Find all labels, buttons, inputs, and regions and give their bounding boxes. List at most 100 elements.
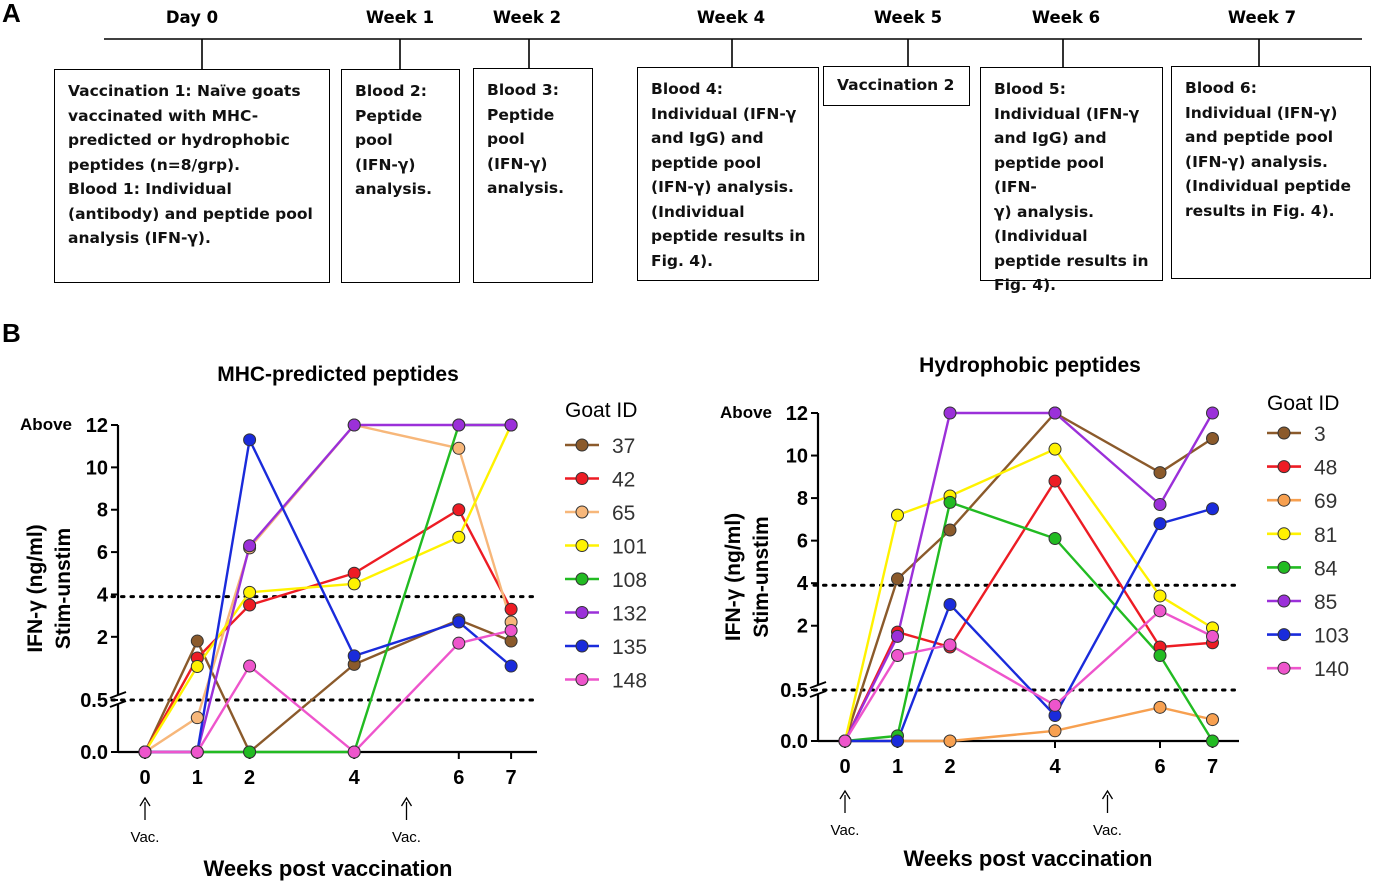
y-tick-label: 0.0 xyxy=(780,731,808,753)
data-point-101 xyxy=(452,530,466,544)
series-line-140 xyxy=(843,609,1214,742)
data-point-148 xyxy=(347,745,361,759)
series-line-65 xyxy=(144,423,513,754)
chart-mhc-predicted: MHC-predicted peptides0.00.524681012Abov… xyxy=(20,363,647,881)
data-point-69 xyxy=(1206,713,1219,727)
box-week-6: Blood 5: Individual (IFN-γ and IgG) and … xyxy=(980,67,1163,294)
legend-label-84: 84 xyxy=(1314,557,1338,580)
legend-label-101: 101 xyxy=(612,536,647,559)
data-point-140 xyxy=(891,649,904,663)
legend-marker-132 xyxy=(575,606,589,619)
panel-b-label: B xyxy=(2,318,21,348)
legend-marker-3 xyxy=(1277,426,1291,440)
data-point-48 xyxy=(1048,474,1062,488)
y-tick-label: 0.5 xyxy=(780,680,808,702)
data-point-135 xyxy=(452,615,466,629)
legend-marker-135 xyxy=(575,639,589,653)
data-point-65 xyxy=(452,441,466,455)
data-point-85 xyxy=(891,629,904,643)
vac-label: Vac. xyxy=(831,822,860,839)
timepoint-week-2: Week 2 xyxy=(492,8,562,27)
data-point-42 xyxy=(504,602,518,616)
legend-marker-103 xyxy=(1277,628,1291,642)
data-point-140 xyxy=(838,734,852,748)
series-line-81 xyxy=(843,447,1214,742)
data-point-69 xyxy=(1153,700,1167,714)
box-week-7: Blood 6: Individual (IFN-γ) and peptide … xyxy=(1171,66,1371,279)
axis-break-mark xyxy=(109,691,127,699)
x-tick-label: 0 xyxy=(139,767,150,789)
data-point-37 xyxy=(190,634,204,648)
data-point-148 xyxy=(243,659,257,673)
axis-break-mark xyxy=(109,700,127,708)
data-point-140 xyxy=(1206,629,1219,643)
y-tick-label: 12 xyxy=(86,415,108,437)
data-point-81 xyxy=(1048,442,1062,456)
legend-marker-81 xyxy=(1277,527,1291,541)
above-label: Above xyxy=(720,403,772,422)
data-point-132 xyxy=(452,418,466,432)
data-point-81 xyxy=(1153,589,1167,603)
y-axis-label-line1: IFN-γ (ng/ml) xyxy=(24,524,47,652)
data-point-42 xyxy=(452,503,466,517)
legend-label-42: 42 xyxy=(612,469,635,492)
legend-label-140: 140 xyxy=(1314,658,1349,681)
y-axis-label-line2: Stim-unstim xyxy=(52,528,75,649)
data-point-84 xyxy=(1048,532,1062,546)
legend-marker-148 xyxy=(575,673,589,686)
legend-marker-37 xyxy=(575,438,589,452)
legend-label-3: 3 xyxy=(1314,423,1326,446)
data-point-103 xyxy=(1206,502,1219,516)
timepoint-week-6: Week 6 xyxy=(1031,8,1101,27)
legend-label-132: 132 xyxy=(612,603,647,626)
series-line-101 xyxy=(143,424,513,753)
x-tick-label: 6 xyxy=(1154,756,1165,778)
x-axis-label: Weeks post vaccination xyxy=(903,846,1152,871)
data-point-85 xyxy=(1153,497,1167,511)
data-point-3 xyxy=(1153,466,1167,480)
data-point-101 xyxy=(243,585,257,599)
legend-label-148: 148 xyxy=(612,670,647,693)
chart-hydrophobic: Hydrophobic peptides0.00.524681012Above0… xyxy=(720,354,1349,871)
data-point-3 xyxy=(943,523,957,537)
box-week-5: Vaccination 2 xyxy=(823,66,970,106)
data-point-148 xyxy=(504,623,518,637)
legend-label-65: 65 xyxy=(612,502,635,525)
data-point-85 xyxy=(943,406,957,420)
data-point-69 xyxy=(1048,724,1062,738)
above-label: Above xyxy=(20,415,72,434)
data-point-103 xyxy=(891,734,904,748)
data-point-3 xyxy=(1206,432,1219,446)
panel-a-label: A xyxy=(2,0,21,28)
data-point-148 xyxy=(190,745,204,759)
legend-label-37: 37 xyxy=(612,435,635,458)
y-tick-label: 8 xyxy=(97,500,108,522)
timepoint-week-4: Week 4 xyxy=(696,8,766,27)
data-point-135 xyxy=(243,433,257,447)
x-tick-label: 2 xyxy=(244,767,255,789)
legend-label-48: 48 xyxy=(1314,457,1337,480)
y-tick-label: 4 xyxy=(97,584,109,606)
y-axis-label-line2: Stim-unstim xyxy=(750,516,773,637)
y-tick-label: 4 xyxy=(797,573,809,595)
legend-marker-101 xyxy=(575,539,589,552)
data-point-101 xyxy=(347,577,361,591)
x-tick-label: 4 xyxy=(349,767,361,789)
data-point-132 xyxy=(347,418,361,432)
y-tick-label: 2 xyxy=(97,627,108,649)
data-point-103 xyxy=(1153,517,1167,531)
y-axis-label-line1: IFN-γ (ng/ml) xyxy=(722,513,745,641)
x-tick-label: 7 xyxy=(506,767,517,789)
data-point-3 xyxy=(891,572,904,586)
data-point-132 xyxy=(243,539,257,553)
y-tick-label: 6 xyxy=(97,542,108,564)
legend-label-85: 85 xyxy=(1314,591,1337,614)
y-tick-label: 10 xyxy=(86,457,108,479)
series-line-132 xyxy=(145,423,512,754)
data-point-140 xyxy=(1153,604,1167,618)
y-tick-label: 0.5 xyxy=(80,690,108,712)
data-point-148 xyxy=(452,636,466,650)
legend-marker-48 xyxy=(1277,460,1291,474)
data-point-84 xyxy=(943,495,957,509)
timepoint-week-1: Week 1 xyxy=(365,8,435,27)
